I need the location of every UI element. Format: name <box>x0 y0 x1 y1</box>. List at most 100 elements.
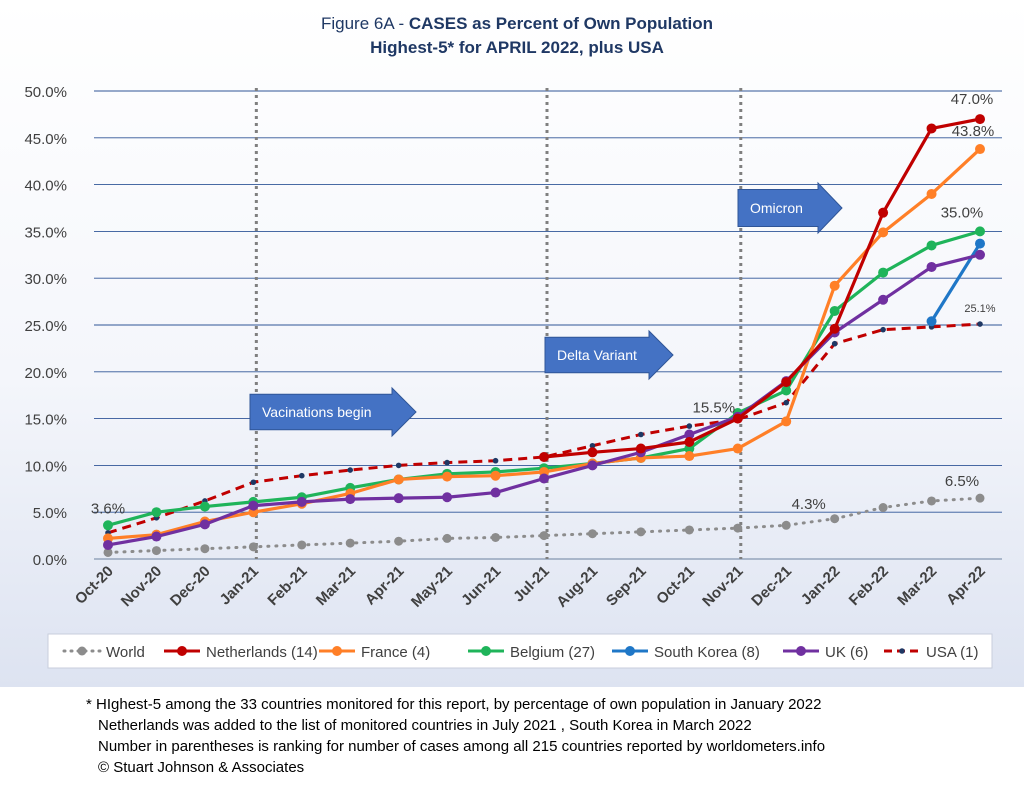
data-point <box>684 437 695 447</box>
data-point <box>395 462 402 469</box>
footnote-3: Number in parentheses is ranking for num… <box>98 738 826 755</box>
data-point <box>926 240 937 251</box>
series-line <box>107 322 981 535</box>
series <box>539 114 985 462</box>
legend-item: USA (1) <box>884 644 979 661</box>
data-point <box>103 520 113 531</box>
data-point <box>296 496 307 507</box>
y-tick-label: 35.0% <box>24 224 67 241</box>
data-point <box>975 114 985 125</box>
data-point <box>199 519 210 530</box>
x-tick-label: Feb-22 <box>846 563 892 609</box>
x-tick-label: Mar-22 <box>894 563 940 609</box>
x-tick-label: Jul-21 <box>510 563 553 606</box>
data-point <box>975 226 985 237</box>
legend-item: South Korea (8) <box>612 644 760 661</box>
data-point <box>926 123 937 134</box>
legend-label: South Korea (8) <box>654 644 760 661</box>
data-point <box>733 523 743 533</box>
legend-marker <box>481 646 491 656</box>
legend-label: Netherlands (14) <box>206 644 318 661</box>
data-labels: 3.6% 47.0% 43.8% 35.0% 25.1% 15.5% 4.3% 6.5% <box>91 91 996 517</box>
legend-marker <box>77 646 87 656</box>
data-point <box>830 514 840 524</box>
data-point <box>927 496 937 506</box>
y-tick-label: 5.0% <box>33 505 67 522</box>
data-point <box>878 294 889 305</box>
data-point <box>878 207 889 218</box>
data-point <box>297 540 307 550</box>
data-point <box>442 492 453 503</box>
y-tick-label: 25.0% <box>24 318 67 335</box>
chart-subtitle: Highest-5* for APRIL 2022, plus USA <box>370 38 664 57</box>
data-point <box>442 471 453 482</box>
data-point <box>684 429 695 440</box>
data-point <box>490 470 501 481</box>
x-tick-label: Jun-21 <box>458 563 504 609</box>
legend-item: UK (6) <box>783 644 868 661</box>
event-arrow <box>737 181 843 235</box>
data-point <box>926 316 937 327</box>
legend-item: World <box>62 644 145 661</box>
data-point <box>878 227 889 238</box>
x-tick-label: Apr-21 <box>362 563 408 609</box>
data-label: 25.1% <box>964 303 995 315</box>
data-point <box>539 451 549 462</box>
data-point <box>926 261 937 272</box>
data-point <box>977 321 983 327</box>
data-point <box>686 423 693 429</box>
x-tick-label: Mar-21 <box>313 563 359 609</box>
footnote-2: Netherlands was added to the list of mon… <box>98 717 752 734</box>
y-tick-label: 40.0% <box>24 178 67 195</box>
data-label: 6.5% <box>945 473 979 490</box>
data-point <box>103 539 113 550</box>
x-tick-label: Oct-21 <box>653 563 698 608</box>
data-point <box>539 473 549 484</box>
series-line <box>543 117 981 459</box>
data-label: 47.0% <box>951 91 994 108</box>
data-point <box>248 542 258 552</box>
y-tick-label: 0.0% <box>33 552 67 569</box>
x-tick-label: May-21 <box>408 563 456 611</box>
data-point <box>878 267 889 278</box>
data-point <box>880 326 886 333</box>
x-tick-label: Nov-20 <box>118 563 165 610</box>
data-point <box>732 413 743 424</box>
data-point <box>878 503 888 513</box>
legend-item: Netherlands (14) <box>164 644 318 661</box>
legend-item: Belgium (27) <box>468 644 595 661</box>
data-point <box>151 507 162 518</box>
legend-label: France (4) <box>361 644 430 661</box>
data-point <box>347 467 354 473</box>
data-point <box>444 459 450 466</box>
data-point <box>975 249 985 260</box>
data-point <box>492 457 499 464</box>
data-point <box>638 431 644 438</box>
data-point <box>781 520 791 530</box>
x-tick-label: Apr-22 <box>943 563 989 609</box>
event-arrow <box>544 329 674 381</box>
data-point <box>587 529 597 539</box>
data-point <box>781 377 792 388</box>
data-point <box>636 527 646 537</box>
data-point <box>684 525 694 535</box>
chart-title: Figure 6A - CASES as Percent of Own Popu… <box>321 14 713 33</box>
data-label: 4.3% <box>792 496 826 513</box>
data-point <box>829 280 840 291</box>
legend-marker <box>625 646 635 656</box>
x-tick-label: Jan-21 <box>217 563 263 609</box>
x-tick-label: Oct-20 <box>72 563 117 608</box>
event-label: Omicron <box>750 200 803 216</box>
data-point <box>250 479 257 486</box>
footnote-1: * HIghest-5 among the 33 countries monit… <box>86 696 822 713</box>
data-point <box>345 494 356 505</box>
data-point <box>442 533 452 543</box>
x-tick-label: Dec-20 <box>167 563 214 610</box>
data-point <box>589 442 596 449</box>
data-label: 35.0% <box>941 204 984 221</box>
series <box>103 226 985 531</box>
data-point <box>248 500 259 511</box>
data-point <box>490 487 501 498</box>
legend-marker <box>899 648 905 654</box>
chart-panel: Figure 6A - CASES as Percent of Own Popu… <box>0 0 1024 687</box>
